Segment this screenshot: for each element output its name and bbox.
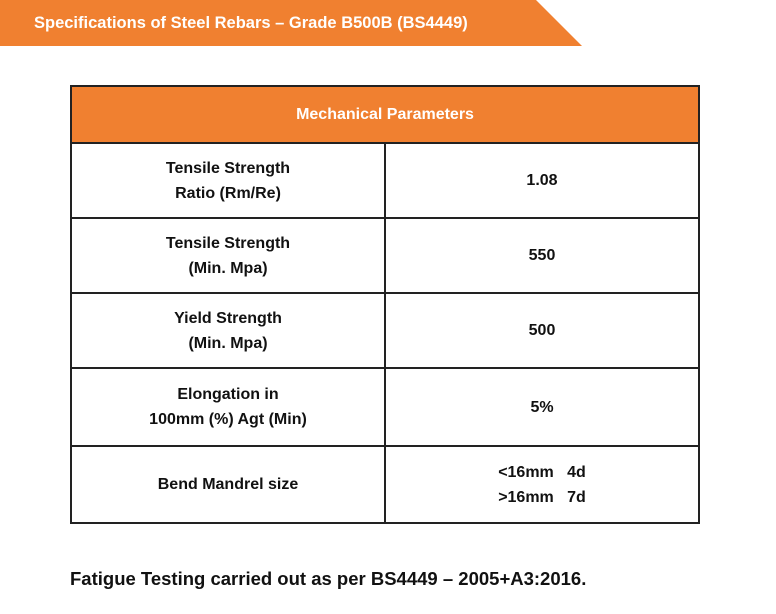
parameter-label: Ratio (Rm/Re) (175, 184, 281, 202)
table-header: Mechanical Parameters (70, 85, 700, 144)
page-title: Specifications of Steel Rebars – Grade B… (34, 14, 468, 32)
value-cell: 500 (384, 292, 700, 369)
table-row: Yield Strength (Min. Mpa) 500 (70, 292, 700, 369)
parameter-label: Tensile Strength (165, 159, 291, 177)
parameter-cell: Bend Mandrel size (70, 445, 386, 524)
footnote: Fatigue Testing carried out as per BS444… (70, 568, 587, 589)
table-header-row: Mechanical Parameters (70, 85, 700, 144)
banner-shape (0, 0, 582, 46)
value-cell: 5% (384, 367, 700, 447)
value-text: 500 (528, 322, 556, 339)
value-cell: 1.08 (384, 142, 700, 219)
value-text: <16mm 4d (498, 463, 586, 481)
table-row: Bend Mandrel size <16mm 4d >16mm 7d (70, 445, 700, 524)
parameter-label: (Min. Mpa) (188, 334, 268, 352)
title-banner: Specifications of Steel Rebars – Grade B… (0, 0, 582, 46)
parameter-label: Bend Mandrel size (157, 476, 299, 493)
parameter-cell: Tensile Strength Ratio (Rm/Re) (70, 142, 386, 219)
parameter-cell: Yield Strength (Min. Mpa) (70, 292, 386, 369)
parameter-label: (Min. Mpa) (188, 259, 268, 277)
value-cell: 550 (384, 217, 700, 294)
value-text: 1.08 (526, 172, 558, 189)
value-text: 5% (530, 398, 554, 416)
table-row: Tensile Strength (Min. Mpa) 550 (70, 217, 700, 294)
parameter-label: 100mm (%) Agt (Min) (149, 411, 307, 428)
parameter-label: Tensile Strength (165, 234, 291, 252)
value-cell: <16mm 4d >16mm 7d (384, 445, 700, 524)
value-text: >16mm 7d (498, 488, 586, 506)
table-row: Elongation in 100mm (%) Agt (Min) 5% (70, 367, 700, 447)
table-row: Tensile Strength Ratio (Rm/Re) 1.08 (70, 142, 700, 219)
spec-table: Mechanical Parameters Tensile Strength R… (70, 85, 700, 524)
parameter-cell: Elongation in 100mm (%) Agt (Min) (70, 367, 386, 447)
value-text: 550 (528, 247, 556, 264)
parameter-cell: Tensile Strength (Min. Mpa) (70, 217, 386, 294)
banner-background (0, 0, 582, 46)
parameter-label: Elongation in (177, 386, 279, 403)
parameter-label: Yield Strength (174, 309, 282, 327)
